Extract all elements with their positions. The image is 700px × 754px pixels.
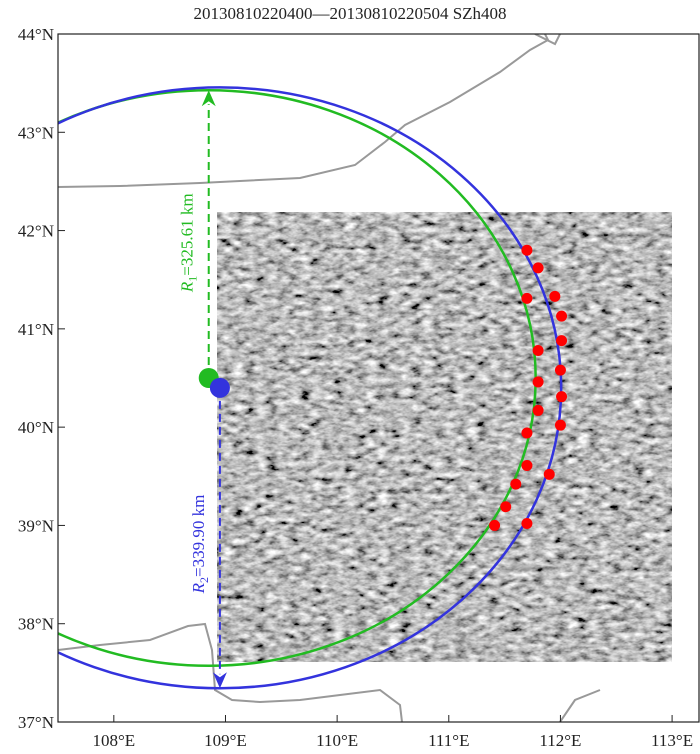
detection-point	[521, 292, 533, 304]
y-tick-label: 40°N	[18, 418, 54, 437]
detection-point	[521, 459, 533, 471]
arrow-head	[212, 672, 227, 689]
center-point	[209, 377, 230, 398]
y-tick-label: 41°N	[18, 320, 54, 339]
radius-symbol: R	[189, 582, 208, 594]
radius-symbol: R	[178, 281, 197, 293]
y-tick-label: 37°N	[18, 713, 54, 732]
y-tick-label: 38°N	[18, 615, 54, 634]
radius-subscript: 2	[197, 577, 211, 583]
detection-point	[510, 478, 522, 490]
detection-point	[500, 501, 512, 513]
radius-label: R1=325.61 km	[178, 193, 200, 293]
x-tick-label: 111°E	[428, 731, 469, 750]
y-tick-label: 39°N	[18, 516, 54, 535]
detection-point	[521, 517, 533, 529]
detection-point	[532, 376, 544, 388]
detection-point	[554, 364, 566, 376]
detection-point	[532, 262, 544, 274]
detection-point	[556, 310, 568, 322]
radius-label: R2=339.90 km	[189, 495, 211, 595]
detection-point	[521, 427, 533, 439]
radius-value: =325.61 km	[178, 193, 197, 275]
border	[534, 34, 561, 46]
detection-point	[554, 419, 566, 431]
border	[58, 34, 550, 188]
y-tick-label: 44°N	[18, 25, 54, 44]
x-tick-label: 113°E	[651, 731, 693, 750]
y-tick-label: 42°N	[18, 222, 54, 241]
detection-point	[532, 344, 544, 356]
detection-point	[489, 519, 501, 531]
detection-point	[532, 404, 544, 416]
map-layer	[58, 34, 672, 722]
detection-point	[556, 335, 568, 347]
plot-frame	[57, 33, 700, 723]
radius-subscript: 1	[186, 276, 200, 282]
border	[559, 689, 601, 722]
x-tick-label: 108°E	[92, 731, 135, 750]
x-tick-label: 112°E	[539, 731, 581, 750]
arrow-head	[201, 90, 216, 107]
title: 20130810220400—20130810220504 SZh408	[193, 4, 506, 23]
x-tick-label: 110°E	[316, 731, 358, 750]
x-tick-label: 109°E	[204, 731, 247, 750]
y-tick-label: 43°N	[18, 123, 54, 142]
radius-value: =339.90 km	[189, 495, 208, 577]
detection-point	[543, 468, 555, 480]
satellite-texture	[217, 212, 672, 662]
detection-point	[556, 391, 568, 403]
detection-point	[521, 244, 533, 256]
detection-point	[549, 290, 561, 302]
border	[58, 622, 403, 722]
